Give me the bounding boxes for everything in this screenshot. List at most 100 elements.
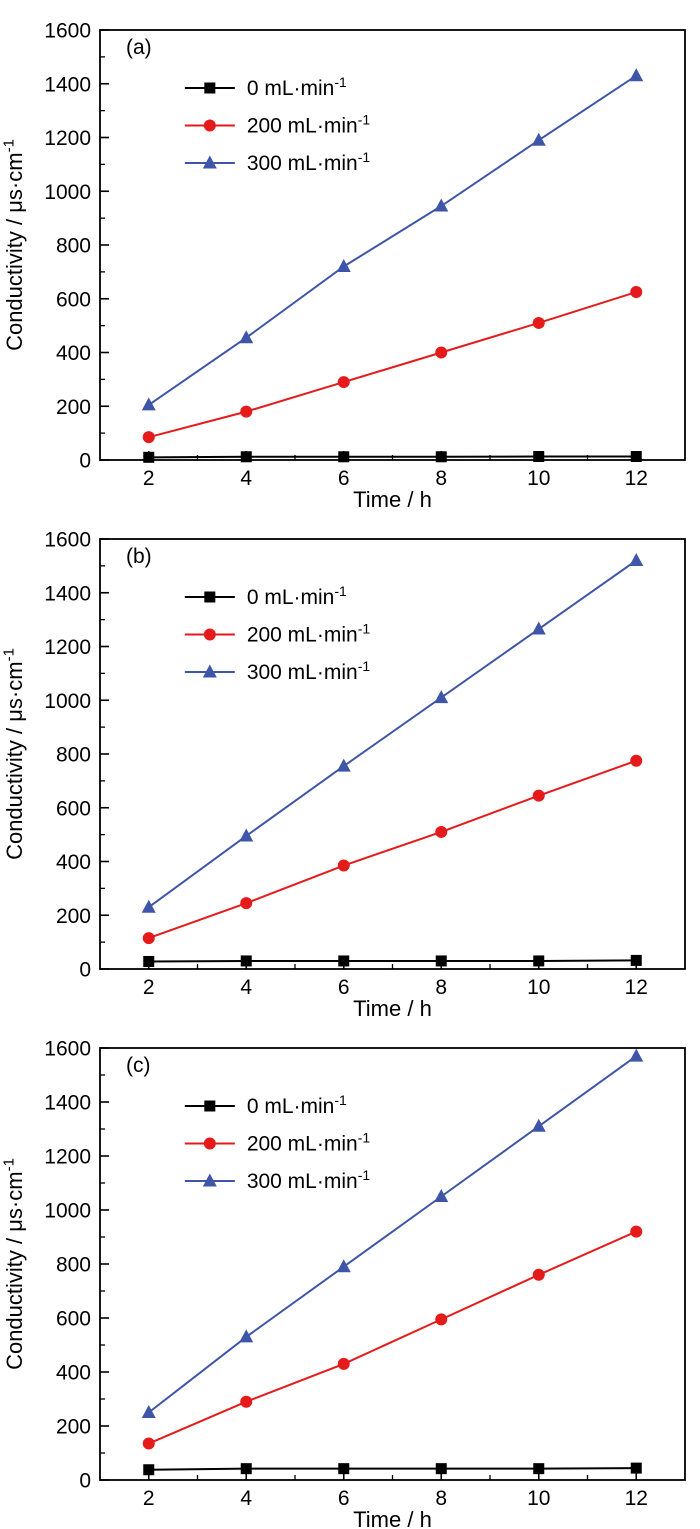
legend-marker <box>202 1173 217 1187</box>
data-point <box>532 789 545 802</box>
legend-label-base: 300 mL·min <box>247 661 358 684</box>
panel-label-c: (c) <box>126 1054 151 1077</box>
legend-label-sup: -1 <box>358 112 371 128</box>
series-circle <box>142 286 643 444</box>
data-point <box>141 1405 156 1418</box>
y-tick-label: 1000 <box>44 181 91 204</box>
legend-label-base: 0 mL·min <box>247 1095 335 1118</box>
x-tick-label: 10 <box>527 976 550 999</box>
legend-label-sup: -1 <box>358 658 371 674</box>
chart-panel-a: 2 4 6 8 10 12 0 200 400 600 800 1000 1200 1400 1600 Tim… <box>1 20 686 509</box>
series-triangle <box>141 68 644 411</box>
data-point <box>630 954 642 966</box>
legend-label-sup: -1 <box>358 621 371 637</box>
x-tick-label: 4 <box>240 976 252 999</box>
data-point <box>142 932 155 945</box>
y-tick-label: 1400 <box>44 582 91 605</box>
y-tick-label: 600 <box>56 1308 91 1331</box>
x-tick-label: 10 <box>527 1487 550 1510</box>
y-axis-label: Conductivity / μs·cm-1 <box>1 648 27 860</box>
x-tick-label: 12 <box>625 1487 648 1510</box>
data-point <box>532 316 545 329</box>
legend-label: 0 mL·min-1 <box>247 1092 347 1118</box>
data-point <box>435 1463 447 1475</box>
legend-item: 0 mL·min-1 <box>184 583 347 609</box>
y-tick-label: 0 <box>79 1470 91 1493</box>
legend-label-sup: -1 <box>334 74 347 90</box>
series-triangle <box>141 1048 644 1418</box>
data-point <box>630 754 643 767</box>
series-line <box>148 1055 637 1414</box>
data-point <box>531 1118 546 1132</box>
series-line <box>148 291 637 439</box>
series-line <box>148 1230 637 1445</box>
legend-item: 200 mL·min-1 <box>184 621 371 647</box>
series-circle <box>142 1225 643 1450</box>
chart-panel-b: 2 4 6 8 10 12 0 200 400 600 800 1000 1200 1400 1600 Tim… <box>1 529 686 1018</box>
plot-frame <box>99 1047 686 1481</box>
y-tick-label: 200 <box>56 905 91 928</box>
legend-label-base: 0 mL·min <box>247 586 335 609</box>
legend-label: 300 mL·min-1 <box>247 658 371 684</box>
data-point <box>143 451 155 463</box>
series-line <box>148 74 637 406</box>
data-point <box>239 330 254 344</box>
legend-marker <box>204 591 216 603</box>
x-axis-label: Time / h <box>353 487 432 509</box>
legend-label: 0 mL·min-1 <box>247 74 347 100</box>
x-tick-label: 4 <box>240 1487 252 1510</box>
series-line <box>148 759 637 940</box>
series-square <box>143 954 642 967</box>
y-tick-label: 600 <box>56 797 91 820</box>
x-tick-label: 6 <box>338 467 350 490</box>
data-point <box>143 955 155 967</box>
y-tick-label: 400 <box>56 851 91 874</box>
x-tick-label: 2 <box>143 976 155 999</box>
legend-marker <box>204 1100 216 1112</box>
y-axis-label-sup: -1 <box>1 1158 18 1171</box>
legend-label-base: 300 mL·min <box>247 152 358 175</box>
data-point <box>630 451 642 463</box>
legend-marker <box>203 119 216 132</box>
data-point <box>240 897 253 910</box>
panel-label-a: (a) <box>126 36 152 59</box>
data-point <box>435 346 448 359</box>
data-point <box>434 198 449 212</box>
legend-marker <box>203 628 216 641</box>
data-point <box>337 859 350 872</box>
legend-item: 300 mL·min-1 <box>184 658 371 684</box>
data-point <box>630 1462 642 1474</box>
data-point <box>141 899 156 913</box>
data-point <box>337 1357 350 1370</box>
data-point <box>533 1463 545 1475</box>
data-point <box>338 451 350 463</box>
y-axis-label-sup: -1 <box>1 139 18 152</box>
data-point <box>629 68 644 82</box>
data-point <box>532 1268 545 1281</box>
data-point <box>240 1463 252 1475</box>
legend-label-sup: -1 <box>358 1130 371 1146</box>
y-tick-label: 400 <box>56 1362 91 1385</box>
data-point <box>336 758 351 772</box>
data-point <box>533 955 545 967</box>
x-tick-label: 2 <box>143 1487 155 1510</box>
y-tick-label: 1200 <box>44 1146 91 1169</box>
legend-label-sup: -1 <box>358 149 371 165</box>
y-tick-label: 1600 <box>44 20 91 43</box>
legend-marker <box>203 1137 216 1150</box>
data-point <box>240 1395 253 1408</box>
y-tick-label: 800 <box>56 235 91 258</box>
legend-item: 0 mL·min-1 <box>184 1092 347 1118</box>
data-point <box>533 451 545 463</box>
legend-item: 300 mL·min-1 <box>184 1167 371 1193</box>
data-point <box>143 1464 155 1476</box>
data-point <box>629 1048 644 1062</box>
legend-label: 200 mL·min-1 <box>247 112 371 138</box>
y-tick-label: 1400 <box>44 1092 91 1115</box>
legend-item: 300 mL·min-1 <box>184 149 371 175</box>
data-point <box>239 828 254 842</box>
data-point <box>336 259 351 272</box>
legend-label: 300 mL·min-1 <box>247 1167 371 1193</box>
